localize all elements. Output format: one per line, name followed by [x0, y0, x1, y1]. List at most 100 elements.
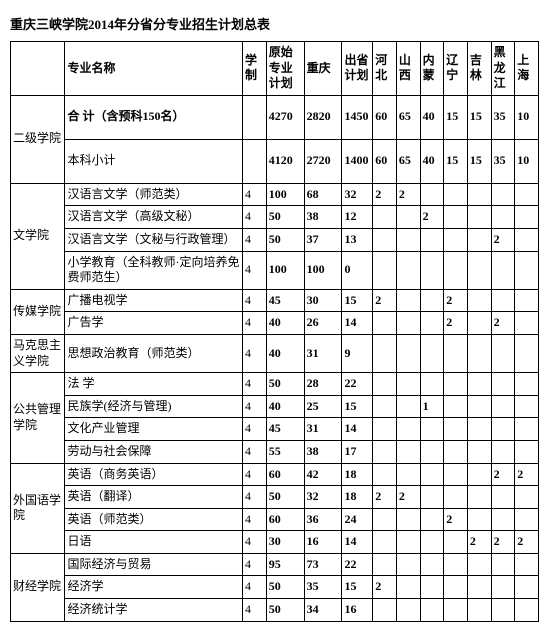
value-cell — [396, 463, 420, 486]
value-cell: 10 — [515, 95, 539, 139]
value-cell: 68 — [304, 183, 342, 206]
value-cell — [467, 373, 491, 396]
major-cell: 小学教育（全科教师·定向培养免费师范生） — [65, 251, 243, 289]
value-cell: 15 — [467, 95, 491, 139]
value-cell: 4 — [243, 289, 267, 312]
value-cell: 28 — [304, 373, 342, 396]
value-cell: 4 — [243, 183, 267, 206]
value-cell: 2 — [444, 508, 468, 531]
value-cell — [396, 599, 420, 622]
value-cell — [491, 251, 515, 289]
value-cell — [515, 508, 539, 531]
college-cell: 文学院 — [11, 183, 65, 289]
value-cell — [373, 553, 397, 576]
major-cell: 汉语言文学（师范类） — [65, 183, 243, 206]
value-cell — [515, 486, 539, 509]
major-cell: 英语（商务英语） — [65, 463, 243, 486]
value-cell — [515, 418, 539, 441]
value-cell: 14 — [342, 312, 373, 335]
value-cell: 12 — [342, 206, 373, 229]
value-cell — [396, 508, 420, 531]
value-cell — [491, 508, 515, 531]
value-cell — [373, 508, 397, 531]
value-cell — [444, 395, 468, 418]
value-cell: 100 — [266, 251, 304, 289]
value-cell — [396, 531, 420, 554]
value-cell: 1 — [420, 395, 444, 418]
value-cell: 2 — [420, 206, 444, 229]
value-cell — [373, 373, 397, 396]
col-header: 黑龙江 — [491, 42, 515, 96]
value-cell: 60 — [266, 508, 304, 531]
value-cell — [515, 373, 539, 396]
value-cell — [420, 440, 444, 463]
value-cell: 50 — [266, 486, 304, 509]
value-cell — [396, 395, 420, 418]
value-cell — [373, 463, 397, 486]
major-cell: 汉语言文学（高级文秘） — [65, 206, 243, 229]
value-cell: 2 — [515, 531, 539, 554]
value-cell — [515, 289, 539, 312]
value-cell — [444, 576, 468, 599]
value-cell: 34 — [304, 599, 342, 622]
value-cell: 2 — [373, 289, 397, 312]
value-cell — [515, 440, 539, 463]
col-header: 山西 — [396, 42, 420, 96]
major-cell: 文化产业管理 — [65, 418, 243, 441]
value-cell — [467, 486, 491, 509]
value-cell — [491, 553, 515, 576]
value-cell: 0 — [342, 251, 373, 289]
value-cell — [444, 334, 468, 372]
value-cell — [396, 206, 420, 229]
value-cell — [467, 395, 491, 418]
value-cell: 15 — [342, 289, 373, 312]
major-cell: 法 学 — [65, 373, 243, 396]
value-cell — [420, 289, 444, 312]
col-header: 原始专业计划 — [266, 42, 304, 96]
value-cell — [515, 183, 539, 206]
value-cell: 2820 — [304, 95, 342, 139]
enrollment-table: 专业名称学制原始专业计划重庆出省计划河北山西内蒙辽宁吉林黑龙江上海 二级学院合 … — [10, 41, 539, 622]
value-cell: 24 — [342, 508, 373, 531]
value-cell: 26 — [304, 312, 342, 335]
value-cell: 40 — [420, 139, 444, 183]
value-cell — [491, 395, 515, 418]
value-cell — [420, 183, 444, 206]
value-cell — [243, 95, 267, 139]
value-cell: 45 — [266, 418, 304, 441]
value-cell: 2 — [373, 183, 397, 206]
value-cell: 17 — [342, 440, 373, 463]
major-cell: 广播电视学 — [65, 289, 243, 312]
value-cell: 16 — [304, 531, 342, 554]
value-cell — [396, 553, 420, 576]
value-cell — [467, 463, 491, 486]
value-cell: 73 — [304, 553, 342, 576]
value-cell: 60 — [373, 139, 397, 183]
value-cell: 2 — [491, 228, 515, 251]
value-cell — [515, 395, 539, 418]
value-cell: 2 — [373, 576, 397, 599]
value-cell: 50 — [266, 599, 304, 622]
college-cell: 财经学院 — [11, 553, 65, 621]
value-cell: 35 — [304, 576, 342, 599]
college-cell: 二级学院 — [11, 95, 65, 183]
value-cell: 38 — [304, 206, 342, 229]
value-cell — [444, 440, 468, 463]
value-cell — [444, 599, 468, 622]
value-cell — [420, 373, 444, 396]
value-cell — [420, 312, 444, 335]
value-cell — [396, 251, 420, 289]
value-cell — [467, 334, 491, 372]
value-cell — [467, 418, 491, 441]
value-cell — [373, 531, 397, 554]
value-cell — [491, 289, 515, 312]
value-cell: 32 — [304, 486, 342, 509]
value-cell: 50 — [266, 228, 304, 251]
value-cell: 14 — [342, 418, 373, 441]
value-cell: 65 — [396, 139, 420, 183]
value-cell — [491, 206, 515, 229]
value-cell: 4270 — [266, 95, 304, 139]
value-cell — [396, 418, 420, 441]
value-cell — [420, 599, 444, 622]
value-cell: 4 — [243, 599, 267, 622]
